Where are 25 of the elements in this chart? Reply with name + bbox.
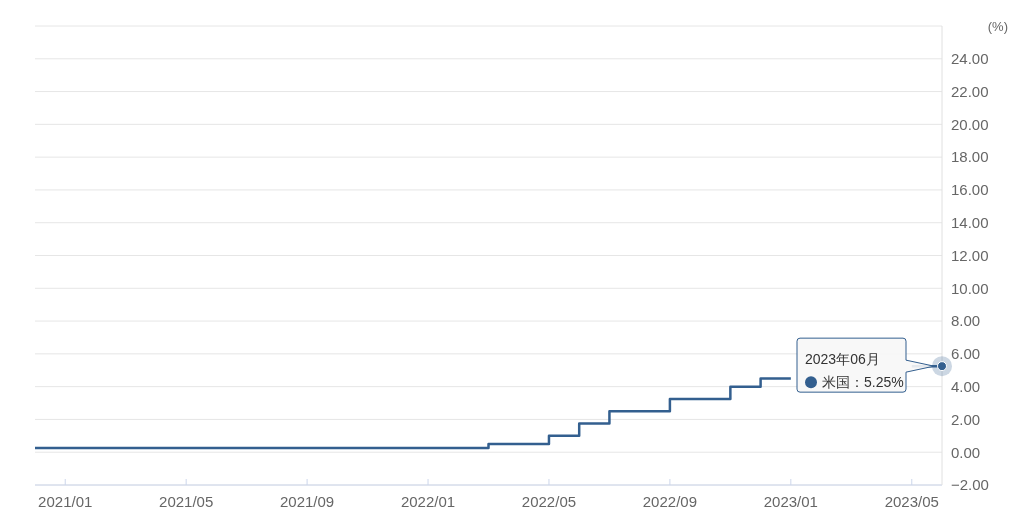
y-axis-title: (%): [987, 19, 1008, 34]
y-tick-label: 20.00: [951, 115, 989, 133]
y-tick-label: 22.00: [951, 82, 989, 100]
x-tick-label: 2023/05: [884, 493, 939, 510]
y-tick-label: 2.00: [951, 410, 981, 428]
annotation: 2023年06月: [805, 351, 880, 368]
y-tick-label: 24.00: [951, 50, 989, 68]
annotation: 米国：5.25%: [822, 374, 904, 391]
y-tick-label: 14.00: [951, 214, 989, 232]
y-tick-label: 16.00: [951, 181, 989, 199]
x-tick-label: 2022/01: [400, 493, 456, 510]
y-tick-label: −2.00: [951, 476, 989, 494]
x-tick-label: 2021/01: [38, 493, 93, 510]
x-tick-label: 2022/09: [642, 493, 698, 510]
y-tick-label: 10.00: [951, 279, 989, 297]
x-tick-label: 2023/01: [763, 493, 818, 510]
y-tick-label: 18.00: [951, 148, 989, 166]
y-tick-label: 6.00: [951, 345, 981, 363]
x-tick-label: 2021/05: [159, 493, 214, 510]
x-tick-label: 2021/09: [279, 493, 335, 510]
y-tick-label: 12.00: [951, 246, 989, 264]
x-tick-label: 2022/05: [521, 493, 577, 510]
y-tick-label: 4.00: [951, 377, 981, 395]
y-tick-label: 0.00: [951, 443, 981, 461]
y-tick-label: 8.00: [951, 312, 981, 330]
